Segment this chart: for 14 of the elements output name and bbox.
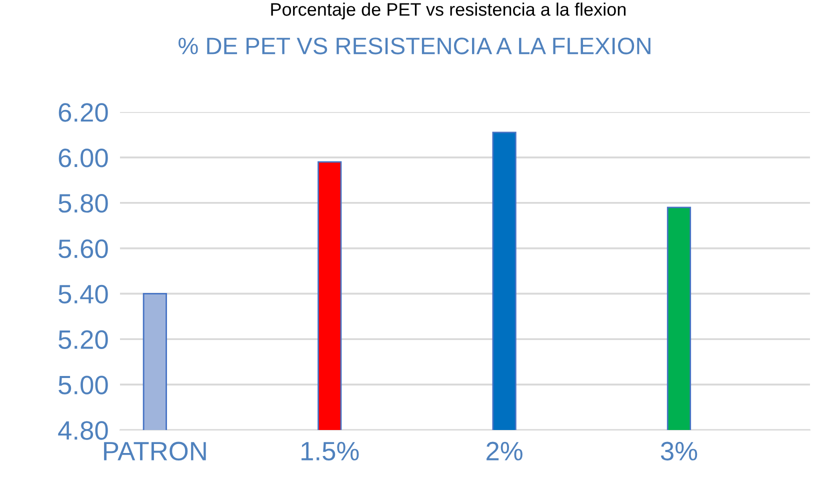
y-tick-label: 5.60 [58,239,108,258]
y-tick-label: 5.20 [58,330,108,349]
x-tick-label: 1.5% [302,442,359,460]
chart-title: % DE PET VS RESISTENCIA A LA FLEXION [178,38,650,54]
y-tick-label: 5.00 [58,376,108,394]
y-tick-label: 5.80 [58,194,108,213]
y-tick-label: 6.00 [58,148,108,168]
y-tick-label: 6.20 [58,103,108,122]
x-tick-label: 2% [486,442,522,460]
y-tick-label: 4.80 [58,421,108,440]
y-tick-label: 5.40 [58,284,108,304]
text: Porcentaje de PET vs resistencia a la flexion [271,2,626,20]
x-tick-label: 3% [660,442,698,460]
x-tick-label: PATRON [104,442,206,460]
